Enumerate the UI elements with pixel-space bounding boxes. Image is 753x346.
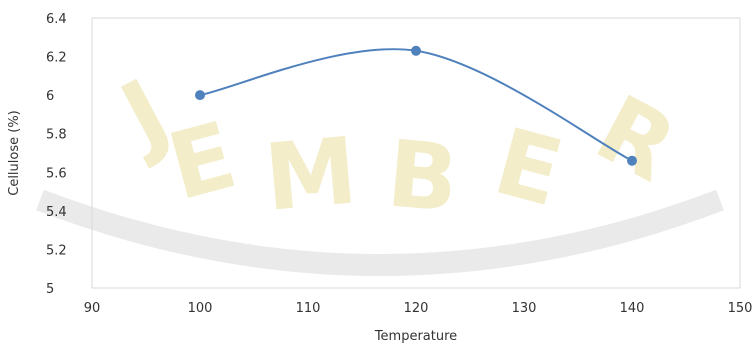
watermark-letter: B (383, 120, 462, 233)
x-tick-label: 100 (188, 301, 213, 316)
x-tick-label: 90 (84, 301, 101, 316)
y-tick-label: 5.2 (46, 243, 67, 258)
plot-area (91, 17, 741, 289)
x-tick-label: 140 (620, 301, 645, 316)
data-points (195, 45, 637, 166)
y-axis-ticks: 5 5.2 5.4 5.6 5.8 6 6.2 6.4 (46, 12, 67, 297)
x-axis-title: Temperature (374, 329, 457, 344)
x-tick-label: 130 (512, 301, 537, 316)
y-tick-label: 6.2 (46, 51, 67, 66)
y-tick-label: 6.4 (46, 12, 67, 27)
y-tick-label: 5 (46, 282, 54, 297)
y-tick-label: 5.8 (46, 128, 67, 143)
watermark-arc (36, 189, 724, 276)
y-axis-title: Cellulose (%) (7, 110, 22, 196)
watermark-letter: M (261, 117, 362, 232)
x-tick-label: 120 (404, 301, 429, 316)
data-point (627, 155, 637, 166)
watermark: JE M B E R (36, 59, 724, 276)
data-point (195, 90, 205, 101)
y-tick-label: 5.4 (46, 205, 67, 220)
watermark-letter: E (158, 102, 246, 222)
x-tick-label: 150 (728, 301, 753, 316)
x-tick-label: 110 (296, 301, 321, 316)
watermark-letter: E (484, 108, 572, 228)
data-point (411, 45, 421, 56)
y-tick-label: 6 (46, 89, 54, 104)
y-tick-label: 5.6 (46, 166, 67, 181)
x-axis-ticks: 90 100 110 120 130 140 150 (84, 301, 753, 316)
